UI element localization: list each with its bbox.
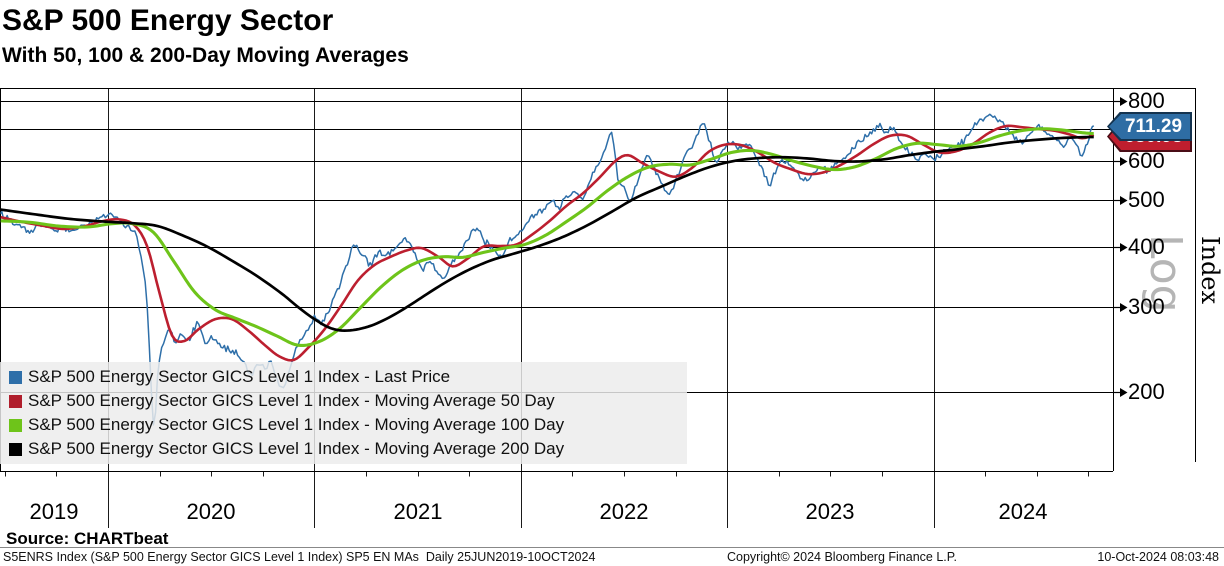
legend-item-label: S&P 500 Energy Sector GICS Level 1 Index… [28,391,555,410]
legend-item-0: S&P 500 Energy Sector GICS Level 1 Index… [0,365,687,389]
footer-timestamp: 10-Oct-2024 08:03:48 [1097,550,1219,564]
legend-item-label: S&P 500 Energy Sector GICS Level 1 Index… [28,367,451,386]
legend-item-label: S&P 500 Energy Sector GICS Level 1 Index… [28,439,565,458]
y-tick-label-400: 400 [1128,234,1165,259]
legend-item-2: S&P 500 Energy Sector GICS Level 1 Index… [0,413,687,437]
year-label-2024: 2024 [998,499,1048,524]
footer-ticker-note: S5ENRS Index (S&P 500 Energy Sector GICS… [3,550,596,564]
legend-swatch-icon [9,394,22,408]
page-subtitle: With 50, 100 & 200-Day Moving Averages [2,44,409,67]
year-label-2023: 2023 [805,499,855,524]
y-tick-label-600: 600 [1128,148,1165,173]
y-tick-label-500: 500 [1128,187,1165,212]
legend-swatch-icon [9,442,22,456]
last-price-tag: 711.29 [1107,112,1192,141]
legend-item-1: S&P 500 Energy Sector GICS Level 1 Index… [0,389,687,413]
y-axis-title: Index [1196,236,1224,305]
y-tick-label-300: 300 [1128,294,1165,319]
legend-item-3: S&P 500 Energy Sector GICS Level 1 Index… [0,437,687,461]
footer-divider [0,547,1224,548]
source-label: Source: CHARTbeat [6,529,169,548]
legend-swatch-icon [9,370,22,384]
y-tick-label-800: 800 [1128,88,1165,113]
legend-swatch-icon [9,418,22,432]
year-label-2020: 2020 [186,499,236,524]
log-scale-label: Log [1140,234,1191,313]
last-price-tag-value: 711.29 [1109,114,1190,139]
year-label-2021: 2021 [393,499,443,524]
y-tick-label-200: 200 [1128,379,1165,404]
footer-copyright: Copyright© 2024 Bloomberg Finance L.P. [727,550,957,564]
year-label-2022: 2022 [599,499,649,524]
legend-item-label: S&P 500 Energy Sector GICS Level 1 Index… [28,415,565,434]
legend: S&P 500 Energy Sector GICS Level 1 Index… [0,362,687,464]
page-title: S&P 500 Energy Sector [2,4,334,37]
year-label-2019: 2019 [29,499,79,524]
